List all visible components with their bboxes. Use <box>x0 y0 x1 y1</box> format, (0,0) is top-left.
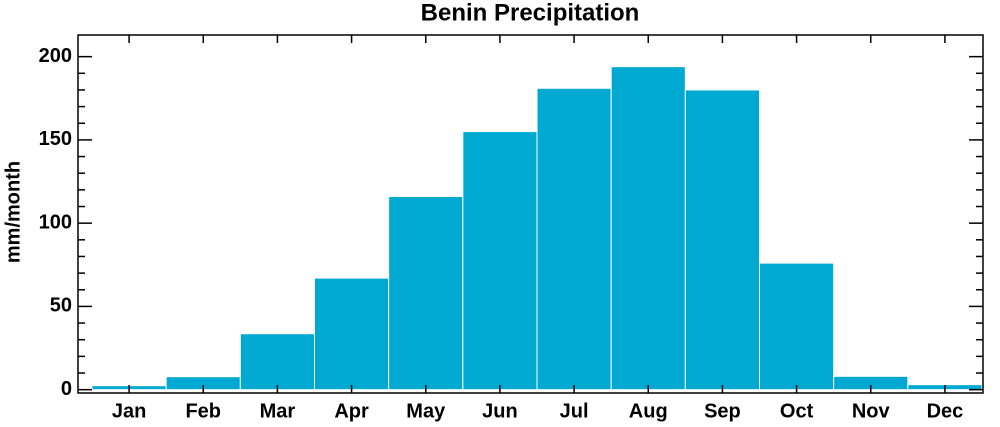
x-tick-label: Mar <box>260 400 296 422</box>
bar <box>388 196 464 391</box>
x-tick-label: May <box>406 400 446 422</box>
plot-frame <box>77 34 984 394</box>
y-tick-label: 100 <box>39 211 72 233</box>
x-tick-label: Nov <box>852 400 891 422</box>
x-tick-label: Oct <box>780 400 814 422</box>
bar <box>239 333 315 391</box>
x-tick-label: Apr <box>334 400 369 422</box>
x-tick-label: Aug <box>629 400 668 422</box>
bar <box>536 87 612 391</box>
y-tick-label: 200 <box>39 45 72 67</box>
bar <box>684 89 760 391</box>
bar <box>314 277 390 391</box>
y-tick-label: 50 <box>50 295 72 317</box>
bar <box>610 66 686 391</box>
y-axis-label: mm/month <box>2 161 24 263</box>
x-tick-label: Jun <box>482 400 518 422</box>
y-tick-label: 0 <box>61 378 72 400</box>
x-tick-label: Sep <box>704 400 741 422</box>
x-tick-label: Jul <box>560 400 589 422</box>
chart-title: Benin Precipitation <box>421 0 640 26</box>
bar <box>759 262 835 391</box>
x-tick-label: Feb <box>185 400 221 422</box>
x-tick-label: Dec <box>927 400 964 422</box>
x-tick-label: Jan <box>112 400 146 422</box>
bar <box>462 131 538 391</box>
y-tick-label: 150 <box>39 128 72 150</box>
